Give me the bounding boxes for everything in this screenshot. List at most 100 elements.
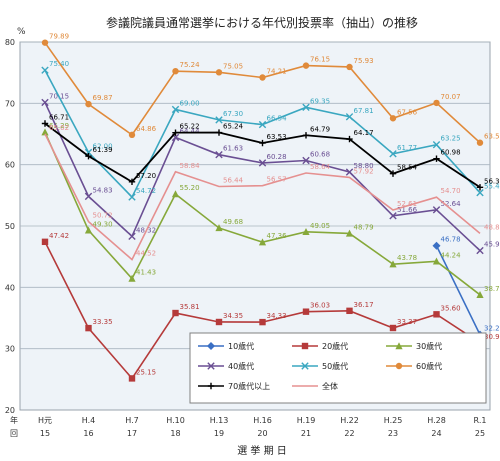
data-label: 61.63 [223, 145, 243, 153]
data-label: 66.54 [267, 115, 288, 123]
data-label: 54.83 [93, 186, 113, 194]
data-point [171, 105, 180, 114]
data-point [215, 318, 223, 326]
data-label: 62.00 [93, 142, 113, 150]
data-point [345, 229, 354, 237]
x-session-label: 23 [388, 429, 398, 438]
data-label: 51.66 [397, 206, 418, 214]
data-point [432, 206, 441, 214]
legend-label: 30歳代 [416, 341, 442, 351]
data-point [432, 257, 441, 265]
data-label: 66.71 [49, 114, 69, 122]
legend-marker [395, 342, 403, 350]
data-point [346, 63, 353, 71]
data-point [302, 62, 310, 69]
x-tick-label: H元 [38, 416, 52, 425]
data-point [172, 129, 179, 136]
x-tick-label: R.1 [474, 416, 487, 425]
data-point [433, 155, 440, 162]
data-label: 49.30 [93, 220, 113, 228]
data-point [84, 226, 93, 234]
data-label: 60.98 [441, 149, 461, 157]
data-label: 67.56 [397, 108, 418, 116]
legend-label: 10歳代 [228, 341, 254, 351]
data-label: 64.79 [310, 125, 330, 133]
data-label: 65.22 [180, 123, 200, 131]
series-6: 79.89 69.87 64.86 75.24 75.05 74.21 76.15 75.93… [41, 33, 500, 146]
data-label: 69.35 [310, 97, 330, 105]
data-label: 38.78 [484, 285, 500, 293]
x-axis-row-label-year: 年 [10, 415, 18, 425]
x-tick-label: H.28 [427, 416, 446, 425]
data-point [476, 184, 484, 191]
legend-label: 40歳代 [228, 361, 254, 371]
data-point [128, 131, 136, 139]
data-label: 50.72 [93, 212, 113, 220]
data-point [389, 170, 397, 177]
data-label: 57.92 [354, 167, 374, 175]
data-label: 58.84 [180, 162, 201, 170]
x-axis-label: 選 挙 期 日 [237, 444, 287, 457]
data-label: 64.17 [354, 129, 374, 137]
data-label: 70.07 [441, 93, 461, 101]
data-label: 49.68 [223, 218, 243, 226]
legend-label: 50歳代 [322, 361, 348, 371]
data-label: 75.05 [223, 62, 243, 70]
data-point [215, 129, 223, 136]
data-point [259, 318, 266, 326]
data-point [172, 309, 179, 317]
data-label: 41.43 [136, 269, 156, 277]
data-label: 79.89 [49, 33, 69, 41]
legend-item: 10歳代 [198, 341, 254, 351]
data-point [41, 128, 49, 136]
chart-title: 参議院議員通常選挙における年代別投票率（抽出）の推移 [106, 15, 418, 30]
data-label: 69.00 [180, 99, 200, 107]
legend-item: 60歳代 [386, 361, 442, 371]
y-tick-label: 50 [5, 222, 15, 231]
x-session-label: 21 [301, 429, 311, 438]
y-tick-label: 40 [5, 283, 15, 292]
data-label: 55.20 [180, 184, 200, 192]
legend-item: 50歳代 [292, 361, 348, 371]
data-label: 56.57 [267, 176, 287, 184]
data-label: 61.39 [93, 146, 113, 154]
data-point [41, 39, 49, 46]
data-point [302, 156, 310, 165]
data-label: 34.35 [223, 312, 243, 320]
x-session-label: 24 [431, 429, 441, 438]
legend-marker [207, 382, 215, 390]
x-axis-row-label-session: 回 [10, 429, 18, 438]
data-label: 34.33 [267, 312, 287, 320]
data-point [389, 150, 397, 158]
y-tick-label: 80 [5, 38, 15, 47]
data-label: 46.78 [441, 236, 461, 244]
data-point [346, 135, 353, 143]
data-label: 43.78 [397, 254, 417, 262]
data-label: 49.05 [310, 222, 330, 230]
data-point [171, 190, 180, 198]
data-label: 48.79 [354, 223, 374, 231]
data-label: 58.54 [397, 164, 418, 172]
data-label: 47.36 [267, 232, 288, 240]
x-tick-label: H.10 [166, 416, 185, 425]
data-label: 65.24 [223, 123, 244, 131]
data-label: 67.30 [223, 110, 243, 118]
data-label: 76.15 [310, 56, 330, 64]
x-tick-label: H.4 [82, 416, 96, 425]
data-label: 63.58 [484, 133, 500, 141]
data-label: 35.81 [180, 303, 200, 311]
series-7: 66.71 61.39 57.20 65.22 65.24 63.53 64.79 64.17… [41, 114, 500, 191]
data-label: 33.35 [93, 318, 113, 326]
data-point [433, 99, 440, 107]
legend-label: 60歳代 [416, 361, 442, 371]
data-label: 48.80 [484, 223, 500, 231]
data-label: 75.24 [180, 61, 201, 69]
data-point [259, 74, 266, 81]
data-label: 65.29 [49, 122, 69, 130]
data-point [302, 308, 310, 315]
legend-box [189, 332, 487, 404]
data-point [476, 291, 484, 299]
data-point [302, 103, 310, 112]
legend-marker [301, 342, 309, 350]
x-tick-label: H.22 [340, 416, 359, 425]
